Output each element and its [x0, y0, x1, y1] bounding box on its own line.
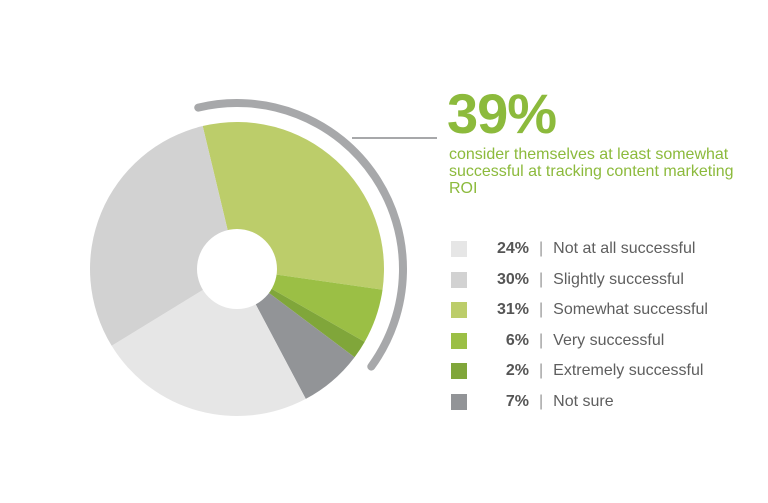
legend-label: Extremely successful [553, 362, 704, 380]
separator: | [539, 392, 544, 410]
pie-slice-not-at-all-successful [111, 269, 306, 416]
legend-label: Not sure [553, 392, 614, 410]
separator: | [539, 362, 544, 380]
pie-slice-not-sure [237, 269, 355, 399]
legend-swatch [451, 393, 467, 410]
headline-value: 39% [447, 82, 557, 145]
legend-item: 31% | Somewhat successful [451, 295, 708, 326]
legend-swatch [451, 332, 467, 349]
legend-pct: 24% [496, 240, 529, 258]
legend-swatch [451, 302, 467, 319]
legend-pct: 7% [505, 392, 529, 410]
legend-pct: 30% [496, 270, 529, 288]
legend-swatch [451, 271, 467, 288]
legend-item: 30% | Slightly successful [451, 265, 708, 296]
legend-item: 24% | Not at all successful [451, 234, 708, 265]
headline-text: consider themselves at least somewhat su… [449, 146, 734, 197]
legend-pct: 31% [496, 301, 529, 319]
legend: 24% | Not at all successful 30% | Slightly s… [451, 234, 708, 417]
legend-pct: 6% [505, 331, 529, 349]
legend-label: Somewhat successful [553, 301, 708, 319]
pie-slice-very-successful [237, 269, 383, 342]
legend-item: 2% | Extremely successful [451, 356, 708, 387]
legend-label: Slightly successful [553, 270, 684, 288]
donut-hole [197, 229, 277, 309]
legend-pct: 2% [505, 362, 529, 380]
separator: | [539, 331, 544, 349]
separator: | [539, 270, 544, 288]
pie-slice-slightly-successful [90, 126, 237, 346]
legend-swatch [451, 363, 467, 380]
separator: | [539, 301, 544, 319]
separator: | [539, 240, 544, 258]
legend-swatch [451, 241, 467, 258]
legend-item: 6% | Very successful [451, 326, 708, 357]
highlight-arc [194, 99, 407, 371]
legend-item: 7% | Not sure [451, 387, 708, 418]
legend-label: Very successful [553, 331, 665, 349]
legend-label: Not at all successful [553, 240, 696, 258]
